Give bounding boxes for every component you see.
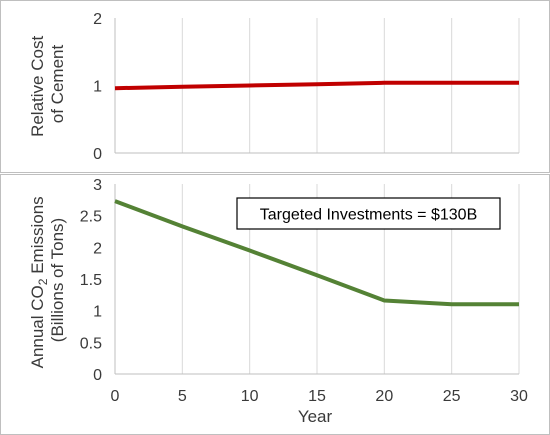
annotation-text: Targeted Investments = $130B: [260, 207, 477, 224]
bottom-y-axis-title-line-2: (Billions of Tons): [48, 218, 67, 342]
x-tick-label: 5: [178, 388, 187, 405]
bottom-y-tick-label: 0.5: [80, 335, 102, 352]
bottom-y-tick-label: 1.5: [80, 272, 102, 289]
bottom-series-line: [114, 199, 519, 307]
top-y-axis-title-line-1: Relative Cost: [28, 36, 47, 137]
bottom-x-tick-labels: 0 5 10 15 20 25 30: [111, 388, 528, 405]
top-y-axis-title-line-2: of Cement: [48, 45, 67, 124]
top-y-axis-title: Relative Cost of Cement: [28, 31, 67, 137]
x-tick-label: 10: [241, 388, 259, 405]
top-y-tick-label: 0: [93, 146, 102, 163]
bottom-y-tick-label: 2.5: [80, 209, 102, 226]
x-tick-label: 0: [111, 388, 120, 405]
bottom-y-axis-title-line-1: Annual CO2 Emissions: [28, 196, 50, 368]
annotation-box: [236, 197, 501, 230]
bottom-y-tick-label: 1: [93, 304, 102, 321]
co2-label-part: Annual CO: [28, 285, 47, 368]
bottom-y-tick-labels: 0 0.5 1 1.5 2 2.5 3: [80, 177, 102, 384]
bottom-y-axis-title: Annual CO2 Emissions (Billions of Tons): [28, 192, 67, 369]
x-tick-label: 20: [375, 388, 393, 405]
bottom-y-tick-label: 3: [93, 177, 102, 194]
bottom-series-group: [114, 199, 519, 307]
x-axis-title: Year: [298, 407, 333, 426]
co2-subscript: 2: [36, 278, 50, 285]
top-series-group: [114, 80, 519, 91]
top-y-tick-label: 1: [93, 79, 102, 96]
bottom-grid: [114, 184, 520, 375]
x-tick-label: 25: [443, 388, 461, 405]
top-y-tick-label: 2: [93, 11, 102, 28]
bottom-y-tick-label: 2: [93, 240, 102, 257]
x-tick-label: 30: [510, 388, 528, 405]
top-y-tick-labels: 0 1 2: [93, 11, 102, 163]
emissions-label-part: Emissions: [28, 196, 47, 278]
top-series-line: [114, 80, 519, 91]
x-tick-label: 15: [308, 388, 326, 405]
bottom-y-tick-label: 0: [93, 367, 102, 384]
